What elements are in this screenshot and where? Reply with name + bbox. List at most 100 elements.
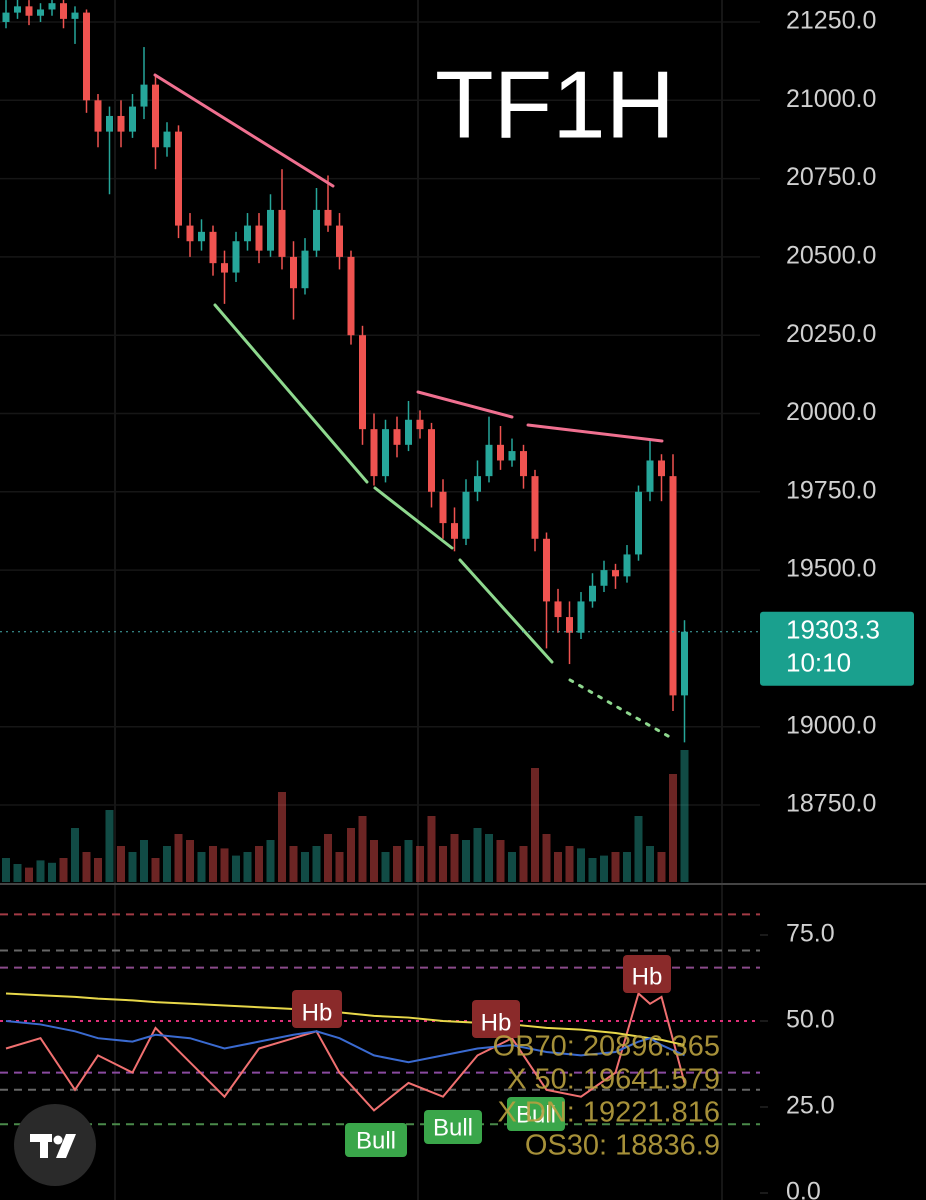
candle-body: [152, 84, 159, 148]
hb-label: Hb: [302, 999, 333, 1026]
candle-body: [405, 419, 412, 445]
logo-part: [56, 1134, 76, 1158]
trend-line: [416, 390, 514, 419]
volume-bar: [151, 858, 160, 882]
volume-bar: [117, 846, 125, 882]
y-tick-label: 75.0: [786, 920, 835, 948]
volume-bar: [174, 834, 183, 882]
candle-body: [658, 460, 665, 477]
candle-body: [428, 429, 435, 492]
volume-bar: [324, 834, 332, 882]
y-tick-label: 20250.0: [786, 320, 876, 348]
volume-bar: [657, 852, 666, 882]
candle-body: [543, 538, 550, 602]
y-tick-label: 50.0: [786, 1006, 835, 1034]
candle-body: [393, 429, 401, 445]
volume-bar: [623, 852, 631, 882]
candle-body: [140, 84, 148, 107]
hb-badge: [472, 1000, 520, 1038]
volume-bar: [416, 846, 424, 882]
candle-body: [94, 100, 102, 132]
candle-body: [60, 3, 67, 19]
readout: OB70: 20896.365: [493, 1031, 720, 1063]
y-tick-label: 20000.0: [786, 398, 876, 426]
candle-body: [497, 444, 504, 461]
indicator-line: [5, 1020, 685, 1064]
volume-bar: [13, 864, 22, 882]
volume-bar: [462, 840, 470, 882]
bull-label: Bull: [516, 1101, 556, 1128]
volume-bar: [496, 840, 505, 882]
candle-body: [508, 451, 516, 461]
candle-body: [129, 106, 136, 132]
readout: X 50: 19641.579: [507, 1064, 720, 1096]
volume-bar: [278, 792, 286, 882]
candle-body: [370, 429, 378, 477]
volume-bar: [439, 846, 447, 882]
candle-body: [14, 6, 21, 13]
indicator-line: [5, 991, 686, 1112]
candle-body: [577, 601, 585, 633]
y-tick-label: 0.0: [786, 1178, 821, 1200]
volume-bar: [289, 846, 298, 882]
logo-part: [53, 1135, 63, 1145]
candle-body: [669, 476, 677, 696]
volume-bar: [381, 852, 390, 882]
hb-label: Hb: [632, 963, 663, 990]
signal-labels: Hb Hb Hb Bull Bull Bull: [292, 955, 671, 1157]
volume-bar: [140, 840, 148, 882]
hb-badge: [292, 990, 342, 1028]
volume-bar: [680, 750, 689, 882]
volume-bar: [197, 852, 206, 882]
candle-body: [324, 209, 332, 226]
readout: OS30: 18836.9: [525, 1130, 720, 1162]
candle-body: [347, 256, 355, 336]
bull-badge: [345, 1123, 407, 1157]
volume-bar: [335, 852, 344, 882]
trend-line: [568, 678, 677, 742]
candle-body: [25, 6, 33, 16]
candle-body: [232, 241, 240, 273]
timeframe-title: TF1H: [435, 51, 675, 158]
candle-body: [554, 601, 562, 618]
volume-bar: [347, 828, 355, 882]
volume-bar: [565, 846, 574, 882]
logo: [14, 1104, 96, 1186]
candle-body: [290, 256, 297, 289]
candle-body: [186, 225, 194, 242]
volume-bar: [266, 840, 275, 882]
candle-body: [2, 12, 10, 22]
candle-body: [416, 419, 424, 430]
bull-label: Bull: [433, 1114, 473, 1141]
candle-body: [267, 209, 274, 251]
candle-body: [485, 444, 493, 477]
volume-bar: [25, 867, 33, 882]
bull-badge: [507, 1097, 565, 1131]
bull-badge: [424, 1110, 482, 1144]
volume-bar: [554, 852, 562, 882]
volume-bar: [473, 828, 482, 882]
volume-bar: [600, 855, 608, 882]
volume-bar: [36, 860, 45, 882]
candle-body: [520, 451, 527, 477]
candle-body: [301, 250, 309, 289]
volume-bar: [94, 858, 102, 882]
volume-bar: [2, 858, 10, 882]
candle-body: [681, 631, 688, 696]
candle-body: [635, 491, 642, 555]
volume-bar: [48, 862, 56, 882]
candle-body: [198, 231, 205, 242]
last-price-label: 19303.3: [786, 615, 880, 645]
volume-bar: [611, 852, 620, 882]
candle-body: [336, 225, 343, 257]
volume-bar: [105, 810, 114, 882]
y-tick-label: 25.0: [786, 1092, 835, 1120]
trend-line: [526, 423, 664, 443]
indicator-line: [5, 992, 685, 1047]
volume-bar: [450, 834, 459, 882]
candle-body: [623, 554, 631, 577]
hb-badge: [623, 955, 671, 993]
candle-body: [612, 570, 619, 577]
trend-line: [153, 73, 335, 188]
